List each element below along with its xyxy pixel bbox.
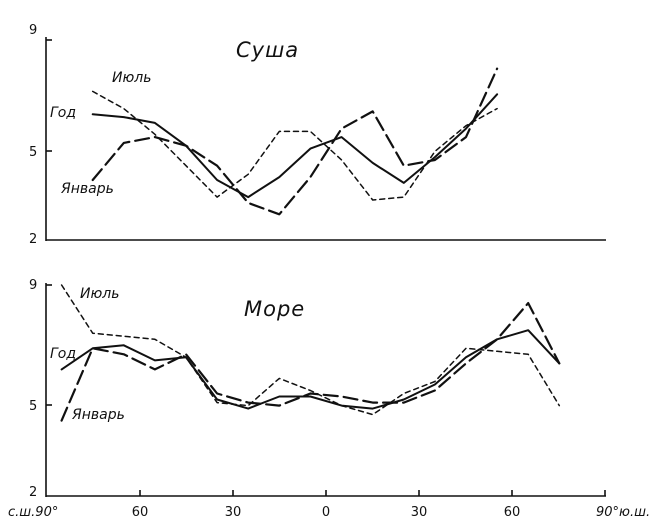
sea-chart-title: Море: [244, 297, 305, 321]
x-tick-label-30s: 30: [411, 505, 428, 520]
chart-land: 9 5 2 Суша Июль Год Январь: [29, 23, 606, 247]
sea-series-july: [60, 284, 561, 416]
sea-label-july: Июль: [80, 286, 119, 302]
land-label-july: Июль: [112, 70, 151, 86]
land-series-group: [91, 67, 499, 216]
land-y-tick-label-5: 5: [29, 145, 37, 160]
sea-label-january: Январь: [71, 407, 125, 423]
x-tick-label-90n: с.ш.90°: [8, 505, 58, 520]
land-y-tick-label-2: 2: [29, 232, 37, 247]
land-label-january: Январь: [60, 181, 114, 197]
land-series-january: [91, 67, 499, 216]
sea-series-january: [60, 302, 561, 422]
sea-y-tick-label-5: 5: [29, 399, 37, 414]
land-chart-title: Суша: [236, 38, 299, 62]
sea-series-year: [60, 329, 561, 410]
x-tick-label-30n: 30: [225, 505, 242, 520]
x-tick-label-60s: 60: [504, 505, 521, 520]
x-tick-label-0: 0: [322, 505, 330, 520]
land-series-july: [91, 90, 498, 201]
sea-label-year: Год: [50, 346, 76, 362]
sea-y-tick-label-2: 2: [29, 485, 37, 500]
land-y-tick-label-9: 9: [29, 23, 37, 38]
x-tick-label-60n: 60: [132, 505, 149, 520]
sea-y-tick-label-9: 9: [29, 278, 37, 293]
land-series-year: [91, 93, 499, 199]
land-label-year: Год: [50, 105, 76, 121]
x-tick-label-90s: 90°ю.ш.: [596, 505, 650, 520]
chart-sea: 9 5 2 с.ш.90° 60 30 0 30 60 90°ю.ш. Море…: [8, 278, 650, 520]
sea-series-group: [60, 284, 561, 422]
